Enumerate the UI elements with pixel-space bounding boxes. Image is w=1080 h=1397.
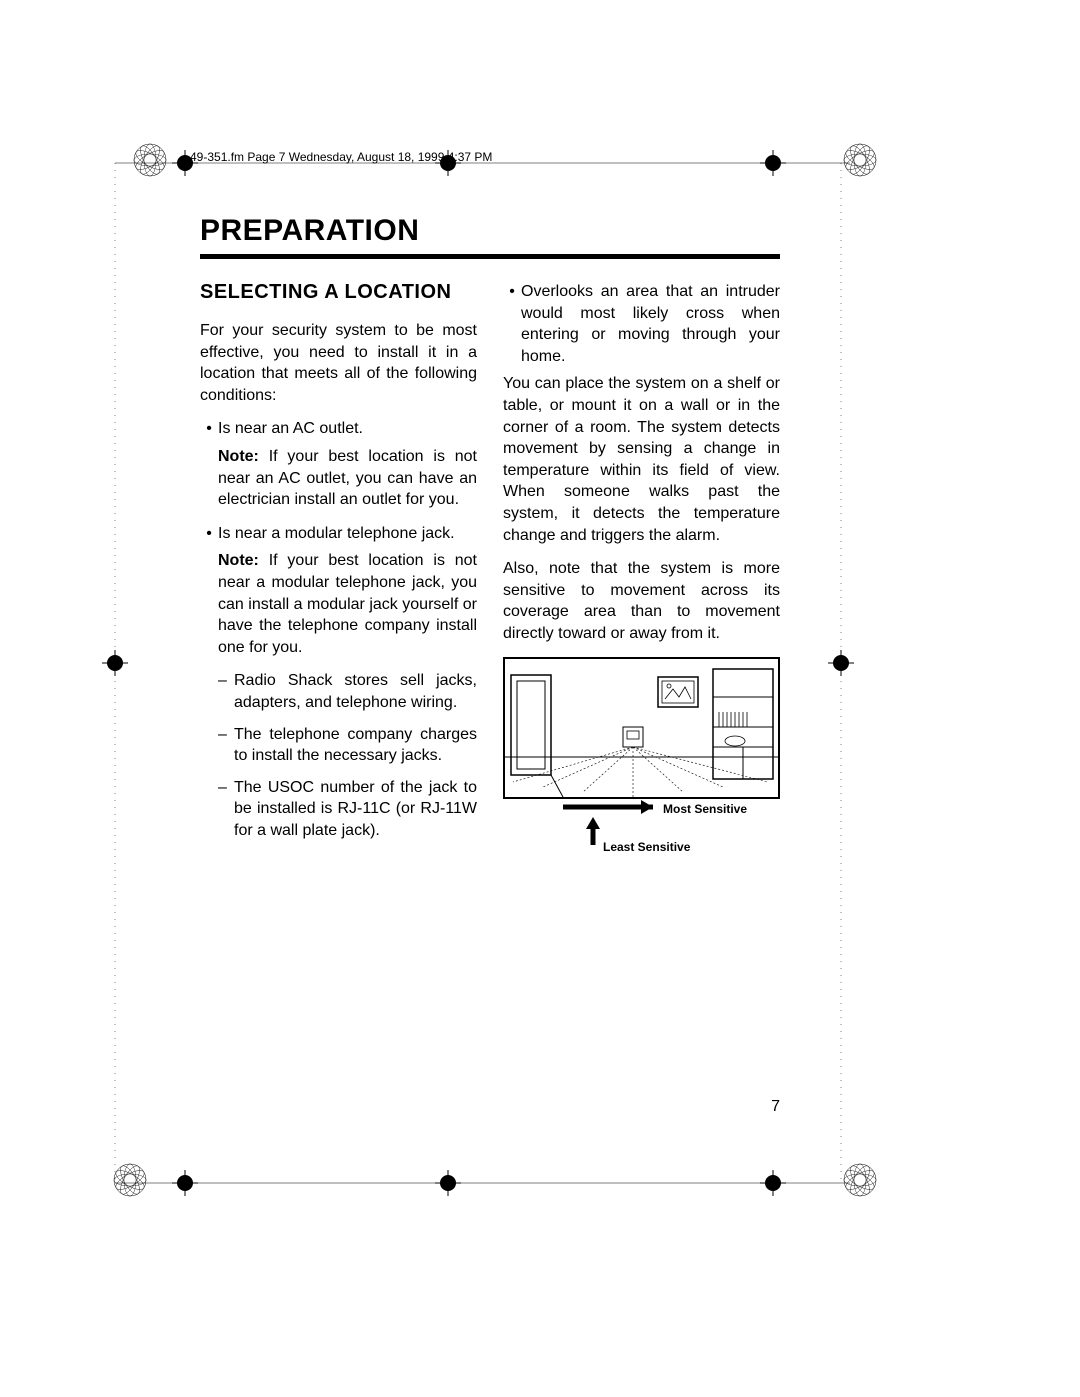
- bullet-item: • Overlooks an area that an intruder wou…: [503, 281, 780, 367]
- registration-mark-icon: [102, 650, 128, 676]
- registration-mark-icon: [435, 150, 461, 176]
- bullet-text: Is near a modular telephone jack.: [218, 523, 477, 545]
- registration-mark-icon: [760, 1170, 786, 1196]
- bullet-item: • Is near an AC outlet.: [200, 418, 477, 440]
- document-page: 49-351.fm Page 7 Wednesday, August 18, 1…: [200, 150, 780, 857]
- registration-mark-icon: [435, 1170, 461, 1196]
- sub-bullet-item: – The USOC number of the jack to be inst…: [218, 777, 477, 842]
- body-paragraph: You can place the system on a shelf or t…: [503, 373, 780, 546]
- spiro-ornament-icon: [110, 1160, 150, 1205]
- bullet-text: Overlooks an area that an intruder would…: [521, 281, 780, 367]
- sub-bullet-text: Radio Shack stores sell jacks, adapters,…: [234, 670, 477, 713]
- chapter-title: PREPARATION: [200, 214, 780, 248]
- bullet-marker: •: [200, 523, 218, 545]
- registration-mark-icon: [172, 150, 198, 176]
- spiro-ornament-icon: [840, 140, 880, 185]
- bullet-marker: •: [503, 281, 521, 367]
- dash-marker: –: [218, 777, 234, 842]
- registration-mark-icon: [172, 1170, 198, 1196]
- room-diagram: Most Sensitive Least Sensitive: [503, 657, 780, 857]
- note-paragraph: Note: If your best location is not near …: [218, 446, 477, 511]
- sub-bullet-item: – Radio Shack stores sell jacks, adapter…: [218, 670, 477, 713]
- section-heading: SELECTING A LOCATION: [200, 279, 477, 306]
- two-column-layout: SELECTING A LOCATION For your security s…: [200, 279, 780, 857]
- sub-bullet-text: The telephone company charges to install…: [234, 724, 477, 767]
- note-label: Note:: [218, 552, 259, 569]
- body-paragraph: Also, note that the system is more sensi…: [503, 558, 780, 644]
- bullet-text: Is near an AC outlet.: [218, 418, 477, 440]
- note-label: Note:: [218, 448, 259, 465]
- spiro-ornament-icon: [840, 1160, 880, 1205]
- title-rule: [200, 254, 780, 259]
- registration-mark-icon: [828, 650, 854, 676]
- header-running-text: 49-351.fm Page 7 Wednesday, August 18, 1…: [190, 150, 780, 164]
- registration-mark-icon: [760, 150, 786, 176]
- dash-marker: –: [218, 670, 234, 713]
- intro-paragraph: For your security system to be most effe…: [200, 320, 477, 406]
- page-number: 7: [771, 1098, 780, 1116]
- spiro-ornament-icon: [130, 140, 170, 185]
- right-column: • Overlooks an area that an intruder wou…: [503, 279, 780, 857]
- left-column: SELECTING A LOCATION For your security s…: [200, 279, 477, 857]
- note-paragraph: Note: If your best location is not near …: [218, 550, 477, 658]
- room-illustration-svg: [503, 657, 780, 857]
- sub-bullet-text: The USOC number of the jack to be instal…: [234, 777, 477, 842]
- dash-marker: –: [218, 724, 234, 767]
- figure-label-least: Least Sensitive: [603, 839, 690, 855]
- bullet-marker: •: [200, 418, 218, 440]
- bullet-item: • Is near a modular telephone jack.: [200, 523, 477, 545]
- figure-label-most: Most Sensitive: [663, 801, 747, 817]
- sub-bullet-item: – The telephone company charges to insta…: [218, 724, 477, 767]
